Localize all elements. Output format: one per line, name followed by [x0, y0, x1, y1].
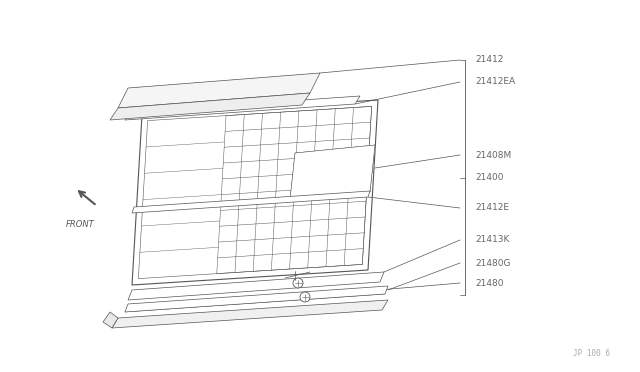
Text: 21413K: 21413K: [475, 235, 509, 244]
Text: FRONT: FRONT: [66, 220, 94, 229]
Polygon shape: [132, 100, 378, 285]
Polygon shape: [290, 145, 375, 200]
Polygon shape: [128, 272, 384, 300]
Circle shape: [293, 278, 303, 288]
Polygon shape: [125, 96, 360, 120]
Text: 21412EA: 21412EA: [475, 77, 515, 87]
Text: 21400: 21400: [475, 173, 504, 183]
Text: 21480G: 21480G: [475, 259, 511, 267]
Text: 21412E: 21412E: [475, 203, 509, 212]
Polygon shape: [110, 93, 310, 120]
Text: JP 100 6: JP 100 6: [573, 349, 610, 358]
Circle shape: [300, 292, 310, 302]
Text: 21408M: 21408M: [475, 151, 511, 160]
Polygon shape: [132, 191, 370, 213]
Text: 21480: 21480: [475, 279, 504, 288]
Polygon shape: [112, 300, 388, 328]
Polygon shape: [103, 312, 118, 328]
Polygon shape: [125, 286, 388, 312]
Polygon shape: [138, 106, 372, 279]
Text: 21412: 21412: [475, 55, 504, 64]
Polygon shape: [118, 73, 320, 108]
